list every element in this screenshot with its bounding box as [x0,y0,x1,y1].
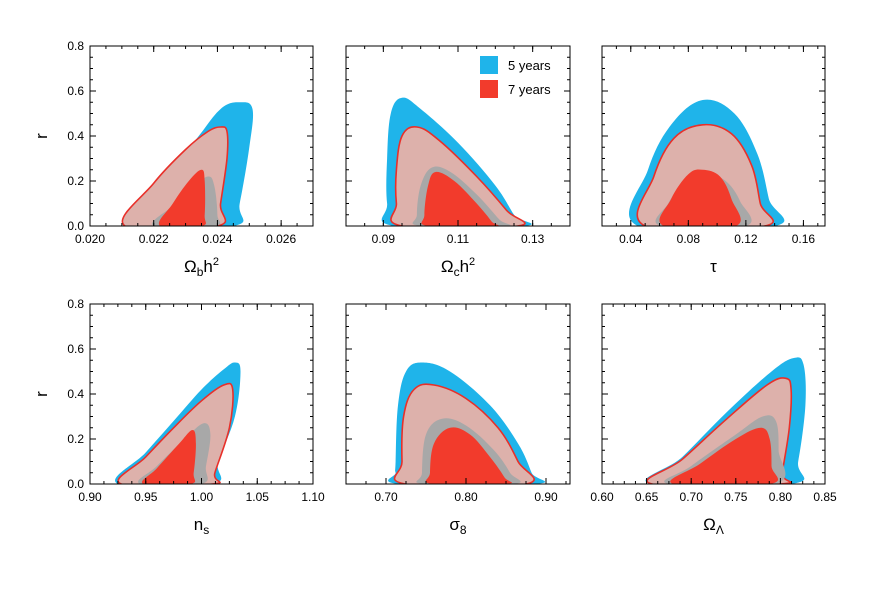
x-axis-label: τ [710,257,717,276]
x-tick-label: 0.80 [769,490,793,504]
contours [381,97,532,226]
panel-4: 0.0 0.2 0.4 0.6 0.8 0.90 0.95 1.00 1.05 1.10 ns r [32,297,325,537]
x-tick-label: 0.024 [202,232,232,246]
legend-label-7-years: 7 years [508,82,551,97]
x-tick-label: 0.95 [134,490,158,504]
panel-6: 0.60 0.65 0.70 0.75 0.80 0.85 ΩΛ [590,303,837,537]
x-tick-label: 0.022 [139,232,169,246]
y-tick-label: 0.2 [67,432,84,446]
panel-5: 0.70 0.80 0.90 σ8 [345,303,571,537]
y-tick-label: 0.4 [67,129,84,143]
x-tick-label: 0.09 [372,232,396,246]
contours [645,357,806,484]
x-tick-label: 0.70 [680,490,704,504]
y-tick-label: 0.6 [67,342,84,356]
y-tick-label: 0.8 [67,297,84,311]
x-tick-label: 0.16 [792,232,816,246]
legend: 5 years 7 years [480,56,551,98]
panel-3: 0.04 0.08 0.12 0.16 τ [601,45,826,276]
x-tick-label: 0.12 [734,232,758,246]
legend-label-5-years: 5 years [508,58,551,73]
contour-7y-68 [421,171,499,226]
x-axis-label: σ8 [449,515,467,537]
x-axis-label: ns [194,515,209,537]
x-tick-label: 0.90 [78,490,102,504]
y-tick-label: 0.4 [67,387,84,401]
panel-2: 0.09 0.11 0.13 Ωch2 [345,45,571,279]
legend-swatch-7-years [480,80,498,98]
x-tick-label: 0.11 [447,232,470,246]
contour-7y-68 [142,430,196,484]
y-axis-label: r [32,133,51,139]
x-tick-label: 0.020 [75,232,105,246]
contour-7y-68 [425,427,512,484]
x-tick-label: 0.80 [454,490,478,504]
panel-1: 0.0 0.2 0.4 0.6 0.8 0.020 0.022 0.024 0.026 Ωbh2 r [32,39,314,279]
x-axis-label: ΩΛ [703,515,724,537]
contour-7y-68 [158,169,206,226]
x-tick-label: 1.10 [301,490,325,504]
x-tick-label: 0.13 [521,232,545,246]
y-tick-label: 0.0 [67,477,84,491]
contours [388,362,545,484]
y-tick-label: 0.0 [67,219,84,233]
y-tick-label: 0.8 [67,39,84,53]
x-tick-label: 0.65 [635,490,659,504]
x-tick-label: 0.60 [590,490,614,504]
contours [115,362,241,484]
y-tick-label: 0.2 [67,174,84,188]
y-axis-label: r [32,391,51,397]
x-tick-label: 1.05 [246,490,270,504]
x-tick-label: 0.85 [813,490,837,504]
y-tick-label: 0.6 [67,84,84,98]
x-tick-label: 0.08 [677,232,701,246]
contour-7y-68 [670,427,779,484]
x-tick-label: 0.75 [724,490,748,504]
x-tick-label: 0.04 [619,232,643,246]
x-axis-label: Ωch2 [441,256,475,279]
legend-swatch-5-years [480,56,498,74]
x-tick-label: 0.70 [374,490,398,504]
x-tick-label: 1.00 [190,490,214,504]
contour-7y-68 [659,169,741,226]
contours [121,102,254,226]
x-tick-label: 0.90 [534,490,558,504]
x-tick-label: 0.026 [266,232,296,246]
x-axis-label: Ωbh2 [184,256,219,279]
contours [628,99,785,226]
